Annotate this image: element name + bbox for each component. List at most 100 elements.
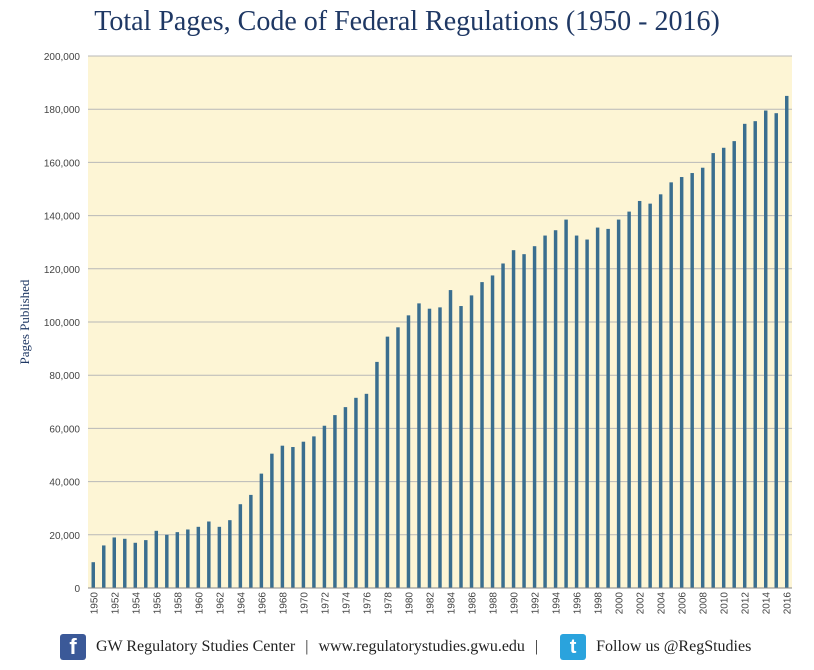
bar bbox=[165, 534, 169, 588]
bar bbox=[616, 219, 621, 588]
bar bbox=[490, 275, 495, 588]
y-tick-label: 200,000 bbox=[44, 52, 81, 63]
bar bbox=[217, 526, 222, 588]
twitter-icon[interactable]: t bbox=[560, 634, 587, 660]
bar bbox=[648, 203, 652, 588]
bar bbox=[448, 290, 453, 588]
x-tick-label: 1986 bbox=[468, 592, 479, 615]
bar bbox=[721, 147, 726, 588]
grid-lines bbox=[88, 55, 792, 589]
bar bbox=[154, 530, 159, 588]
bar bbox=[700, 167, 705, 588]
x-tick-label: 1980 bbox=[404, 592, 415, 615]
bars bbox=[91, 95, 789, 589]
y-tick-label: 100,000 bbox=[44, 318, 81, 329]
y-tick-label: 160,000 bbox=[44, 158, 81, 169]
bar bbox=[595, 227, 600, 588]
bar bbox=[574, 235, 579, 589]
x-tick-label: 1988 bbox=[489, 592, 500, 615]
x-tick-label: 2006 bbox=[678, 592, 689, 615]
x-tick-label: 1976 bbox=[362, 592, 373, 615]
x-tick-label: 1978 bbox=[383, 592, 394, 615]
y-tick-label: 80,000 bbox=[49, 371, 80, 382]
x-tick-label: 1960 bbox=[194, 592, 205, 615]
y-axis-label: Pages Published bbox=[17, 279, 32, 364]
x-tick-label: 1982 bbox=[425, 592, 436, 615]
x-tick-label: 1962 bbox=[215, 592, 226, 615]
x-tick-label: 2012 bbox=[741, 592, 752, 615]
x-tick-label: 2010 bbox=[720, 592, 731, 615]
bar bbox=[375, 361, 379, 588]
bar bbox=[364, 393, 369, 588]
y-tick-label: 180,000 bbox=[44, 105, 81, 116]
bar bbox=[774, 113, 778, 588]
bar bbox=[396, 327, 400, 588]
bar bbox=[249, 494, 253, 588]
separator: | bbox=[305, 638, 309, 655]
bar bbox=[679, 177, 684, 588]
x-tick-label: 1964 bbox=[236, 592, 247, 615]
bar bbox=[427, 308, 432, 588]
x-tick-label: 1998 bbox=[594, 592, 605, 615]
x-tick-label: 1994 bbox=[552, 592, 563, 615]
bar bbox=[196, 526, 201, 588]
bar bbox=[301, 441, 306, 588]
bar bbox=[207, 521, 211, 588]
facebook-icon[interactable]: f bbox=[60, 634, 86, 660]
bar bbox=[785, 95, 789, 589]
bar bbox=[480, 282, 484, 588]
x-axis-ticks: 1950 1952 1954 1956 1958 1960 1962 1964 1966 1968… bbox=[89, 592, 793, 615]
x-tick-label: 1996 bbox=[573, 592, 584, 615]
x-tick-label: 1952 bbox=[110, 592, 121, 615]
bar bbox=[532, 246, 537, 588]
bar bbox=[711, 153, 715, 588]
bar bbox=[511, 250, 516, 588]
y-tick-label: 20,000 bbox=[49, 531, 80, 542]
y-tick-label: 40,000 bbox=[49, 478, 80, 489]
x-tick-label: 1954 bbox=[131, 592, 142, 615]
bar bbox=[385, 336, 390, 588]
chart-title: Total Pages, Code of Federal Regulations… bbox=[94, 6, 720, 37]
bar bbox=[186, 529, 190, 588]
bar bbox=[406, 315, 411, 588]
bar bbox=[322, 425, 327, 588]
x-tick-label: 1990 bbox=[510, 592, 521, 615]
org-name: GW Regulatory Studies Center bbox=[96, 638, 296, 655]
bar bbox=[553, 230, 558, 589]
bar bbox=[175, 532, 180, 588]
x-tick-label: 1992 bbox=[531, 592, 542, 615]
x-tick-label: 2016 bbox=[783, 592, 794, 615]
y-axis-ticks: 0 20,000 40,000 60,000 80,000 100,000 120,000 1… bbox=[44, 52, 81, 595]
website-link[interactable]: www.regulatorystudies.gwu.edu bbox=[318, 638, 525, 655]
x-tick-label: 2004 bbox=[657, 592, 668, 615]
x-tick-label: 1956 bbox=[152, 592, 163, 615]
x-tick-label: 1984 bbox=[447, 592, 458, 615]
bar bbox=[658, 194, 663, 588]
bar bbox=[333, 415, 337, 588]
x-tick-label: 1968 bbox=[278, 592, 289, 615]
x-tick-label: 1974 bbox=[341, 592, 352, 615]
bar bbox=[144, 540, 148, 588]
bar bbox=[543, 235, 547, 589]
y-tick-label: 60,000 bbox=[49, 424, 80, 435]
bar bbox=[732, 141, 736, 588]
bar bbox=[763, 110, 768, 588]
follow-text[interactable]: Follow us @RegStudies bbox=[596, 638, 752, 655]
bar bbox=[291, 447, 295, 588]
x-tick-label: 1958 bbox=[173, 592, 184, 615]
bar bbox=[742, 123, 747, 588]
bar bbox=[627, 211, 631, 589]
bar bbox=[501, 263, 505, 588]
bar bbox=[123, 538, 127, 588]
bar bbox=[112, 537, 117, 588]
bar bbox=[343, 407, 348, 588]
bar bbox=[259, 473, 264, 588]
x-tick-label: 1972 bbox=[320, 592, 331, 615]
y-tick-label: 120,000 bbox=[44, 265, 81, 276]
bar bbox=[280, 445, 285, 588]
chart: 0 20,000 40,000 60,000 80,000 100,000 120,000 1… bbox=[17, 52, 794, 615]
x-tick-label: 1966 bbox=[257, 592, 268, 615]
bar bbox=[637, 200, 642, 588]
x-tick-label: 1970 bbox=[299, 592, 310, 615]
x-tick-label: 2000 bbox=[615, 592, 626, 615]
